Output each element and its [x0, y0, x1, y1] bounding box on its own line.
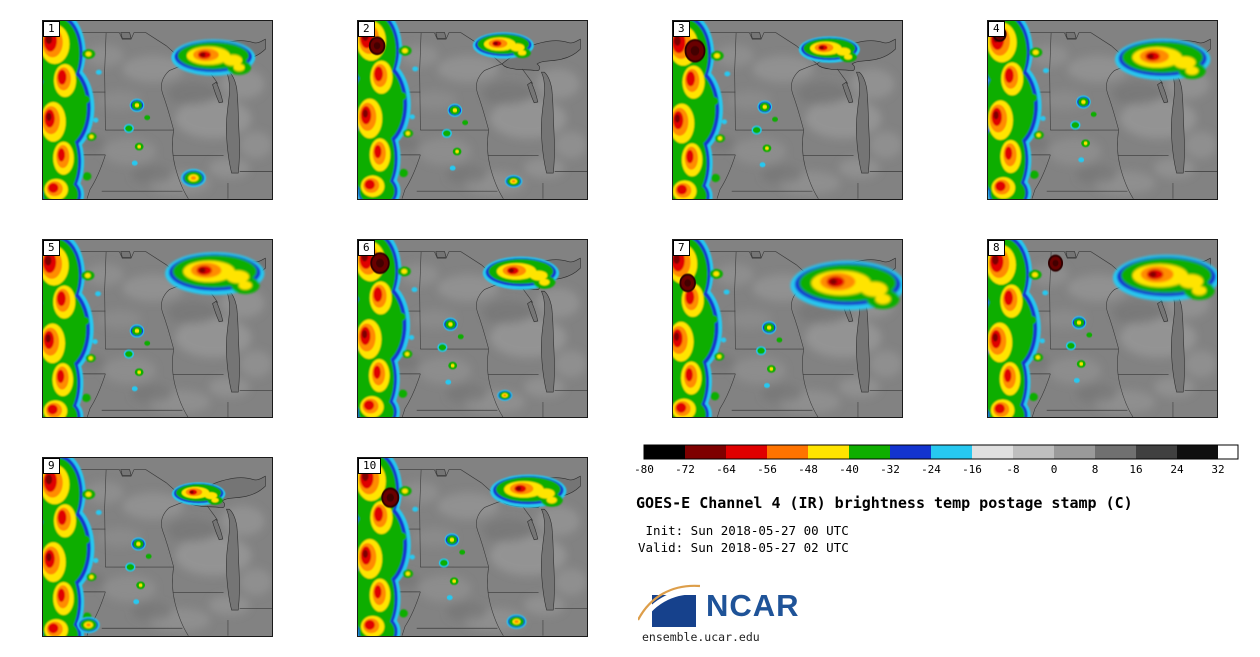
ncar-wordmark: NCAR [706, 588, 800, 624]
overshooting-top-core [684, 38, 706, 63]
panel-map [358, 458, 587, 636]
init-time: Init: Sun 2018-05-27 00 UTC [638, 523, 849, 539]
ncar-logo-icon [638, 584, 700, 629]
forecast-panel: 4 [987, 20, 1218, 200]
panel-map [358, 21, 587, 199]
panel-map [43, 240, 272, 418]
forecast-panel: 6 [357, 238, 588, 419]
overshooting-top-core [381, 487, 400, 509]
forecast-panel: 10 [357, 457, 588, 637]
south-cell-layer [497, 390, 512, 401]
panel-number: 4 [988, 21, 1005, 37]
site-url[interactable]: ensemble.ucar.edu [642, 630, 760, 645]
overshooting-top-core [679, 273, 696, 292]
north-convection-layer [172, 483, 225, 506]
colorbar-tick-label: -8 [1006, 463, 1019, 476]
colorbar-tick-label: -72 [675, 463, 695, 476]
colorbar-tick-label: -80 [634, 463, 654, 476]
colorbar-segment [726, 445, 767, 460]
colorbar-tick-label: 8 [1092, 463, 1099, 476]
panel-number: 3 [673, 21, 690, 37]
north-convection-layer [165, 252, 264, 295]
north-convection-layer [799, 36, 860, 62]
colorbar-segment [1013, 445, 1054, 460]
product-title: GOES-E Channel 4 (IR) brightness temp po… [636, 494, 1133, 513]
north-convection-layer [490, 475, 566, 508]
north-convection-layer [790, 260, 902, 310]
forecast-panel: 2 [357, 20, 588, 200]
colorbar-tick-label: -56 [757, 463, 777, 476]
colorbar-tick-label: 0 [1051, 463, 1058, 476]
colorbar-segment [1136, 445, 1177, 460]
ncar-logo-white-arc [638, 589, 700, 629]
forecast-panel: 9 [42, 457, 273, 637]
south-cell-layer [181, 169, 206, 187]
colorbar-tick-label: 16 [1129, 463, 1142, 476]
forecast-panel: 8 [987, 238, 1218, 419]
south-cell-layer [507, 615, 527, 630]
panel-map [43, 458, 272, 636]
colorbar-endcap [1218, 445, 1238, 460]
valid-time: Valid: Sun 2018-05-27 02 UTC [638, 540, 849, 556]
panel-map [43, 21, 272, 199]
panel-number: 8 [988, 239, 1005, 256]
colorbar-tick-label: -40 [839, 463, 859, 476]
brand-block: NCAR [638, 583, 1258, 629]
forecast-panel: 5 [42, 238, 273, 419]
colorbar-tick-label: 32 [1211, 463, 1224, 476]
colorbar-segment [644, 445, 685, 460]
colorbar-segment [1177, 445, 1218, 460]
colorbar-segment [972, 445, 1013, 460]
overshooting-top-core [1048, 254, 1064, 272]
panel-number: 6 [358, 239, 375, 256]
overshooting-top-core [368, 36, 386, 56]
colorbar-segment [685, 445, 726, 460]
panel-map [988, 240, 1217, 418]
panel-map [673, 240, 902, 418]
north-convection-layer [483, 256, 559, 289]
colorbar-frame [643, 444, 1239, 460]
colorbar-segment [1095, 445, 1136, 460]
colorbar-tick-label: -32 [880, 463, 900, 476]
north-convection-layer [1113, 254, 1217, 300]
colorbar-tick-label: -24 [921, 463, 941, 476]
panel-map [358, 240, 587, 418]
forecast-panel: 3 [672, 20, 903, 200]
colorbar-segment [931, 445, 972, 460]
panel-map [673, 21, 902, 199]
forecast-panel: 7 [672, 238, 903, 419]
colorbar-tick-label: -64 [716, 463, 736, 476]
colorbar-segment [849, 445, 890, 460]
panel-number: 5 [43, 239, 60, 256]
colorbar-tick-label: -48 [798, 463, 818, 476]
colorbar: -80 -72 -64 -56 -48 -40 -32 -24 -16 -8 0 8 16 24 32 [634, 444, 1239, 476]
colorbar-segment [1054, 445, 1095, 460]
panel-number: 9 [43, 458, 60, 475]
panel-number: 2 [358, 21, 375, 37]
colorbar-tick-label: -16 [962, 463, 982, 476]
panel-number: 7 [673, 239, 690, 256]
panel-number: 10 [358, 458, 382, 475]
north-convection-layer [171, 39, 255, 75]
colorbar-segment [890, 445, 931, 460]
panel-number: 1 [43, 21, 60, 37]
forecast-panel: 1 [42, 20, 273, 200]
north-convection-layer [473, 32, 534, 58]
colorbar-tick-label: 24 [1170, 463, 1184, 476]
panel-map [988, 21, 1217, 199]
colorbar-segment [808, 445, 849, 460]
south-cell-layer [77, 617, 99, 633]
ncar-logo-orange-arc [638, 584, 700, 621]
overshooting-top-core [370, 251, 390, 274]
legend-block: -80 -72 -64 -56 -48 -40 -32 -24 -16 -8 0 8 16 24 32 GO… [632, 441, 1258, 653]
north-convection-layer [1115, 39, 1210, 80]
south-cell-layer [505, 175, 522, 188]
colorbar-segment [767, 445, 808, 460]
